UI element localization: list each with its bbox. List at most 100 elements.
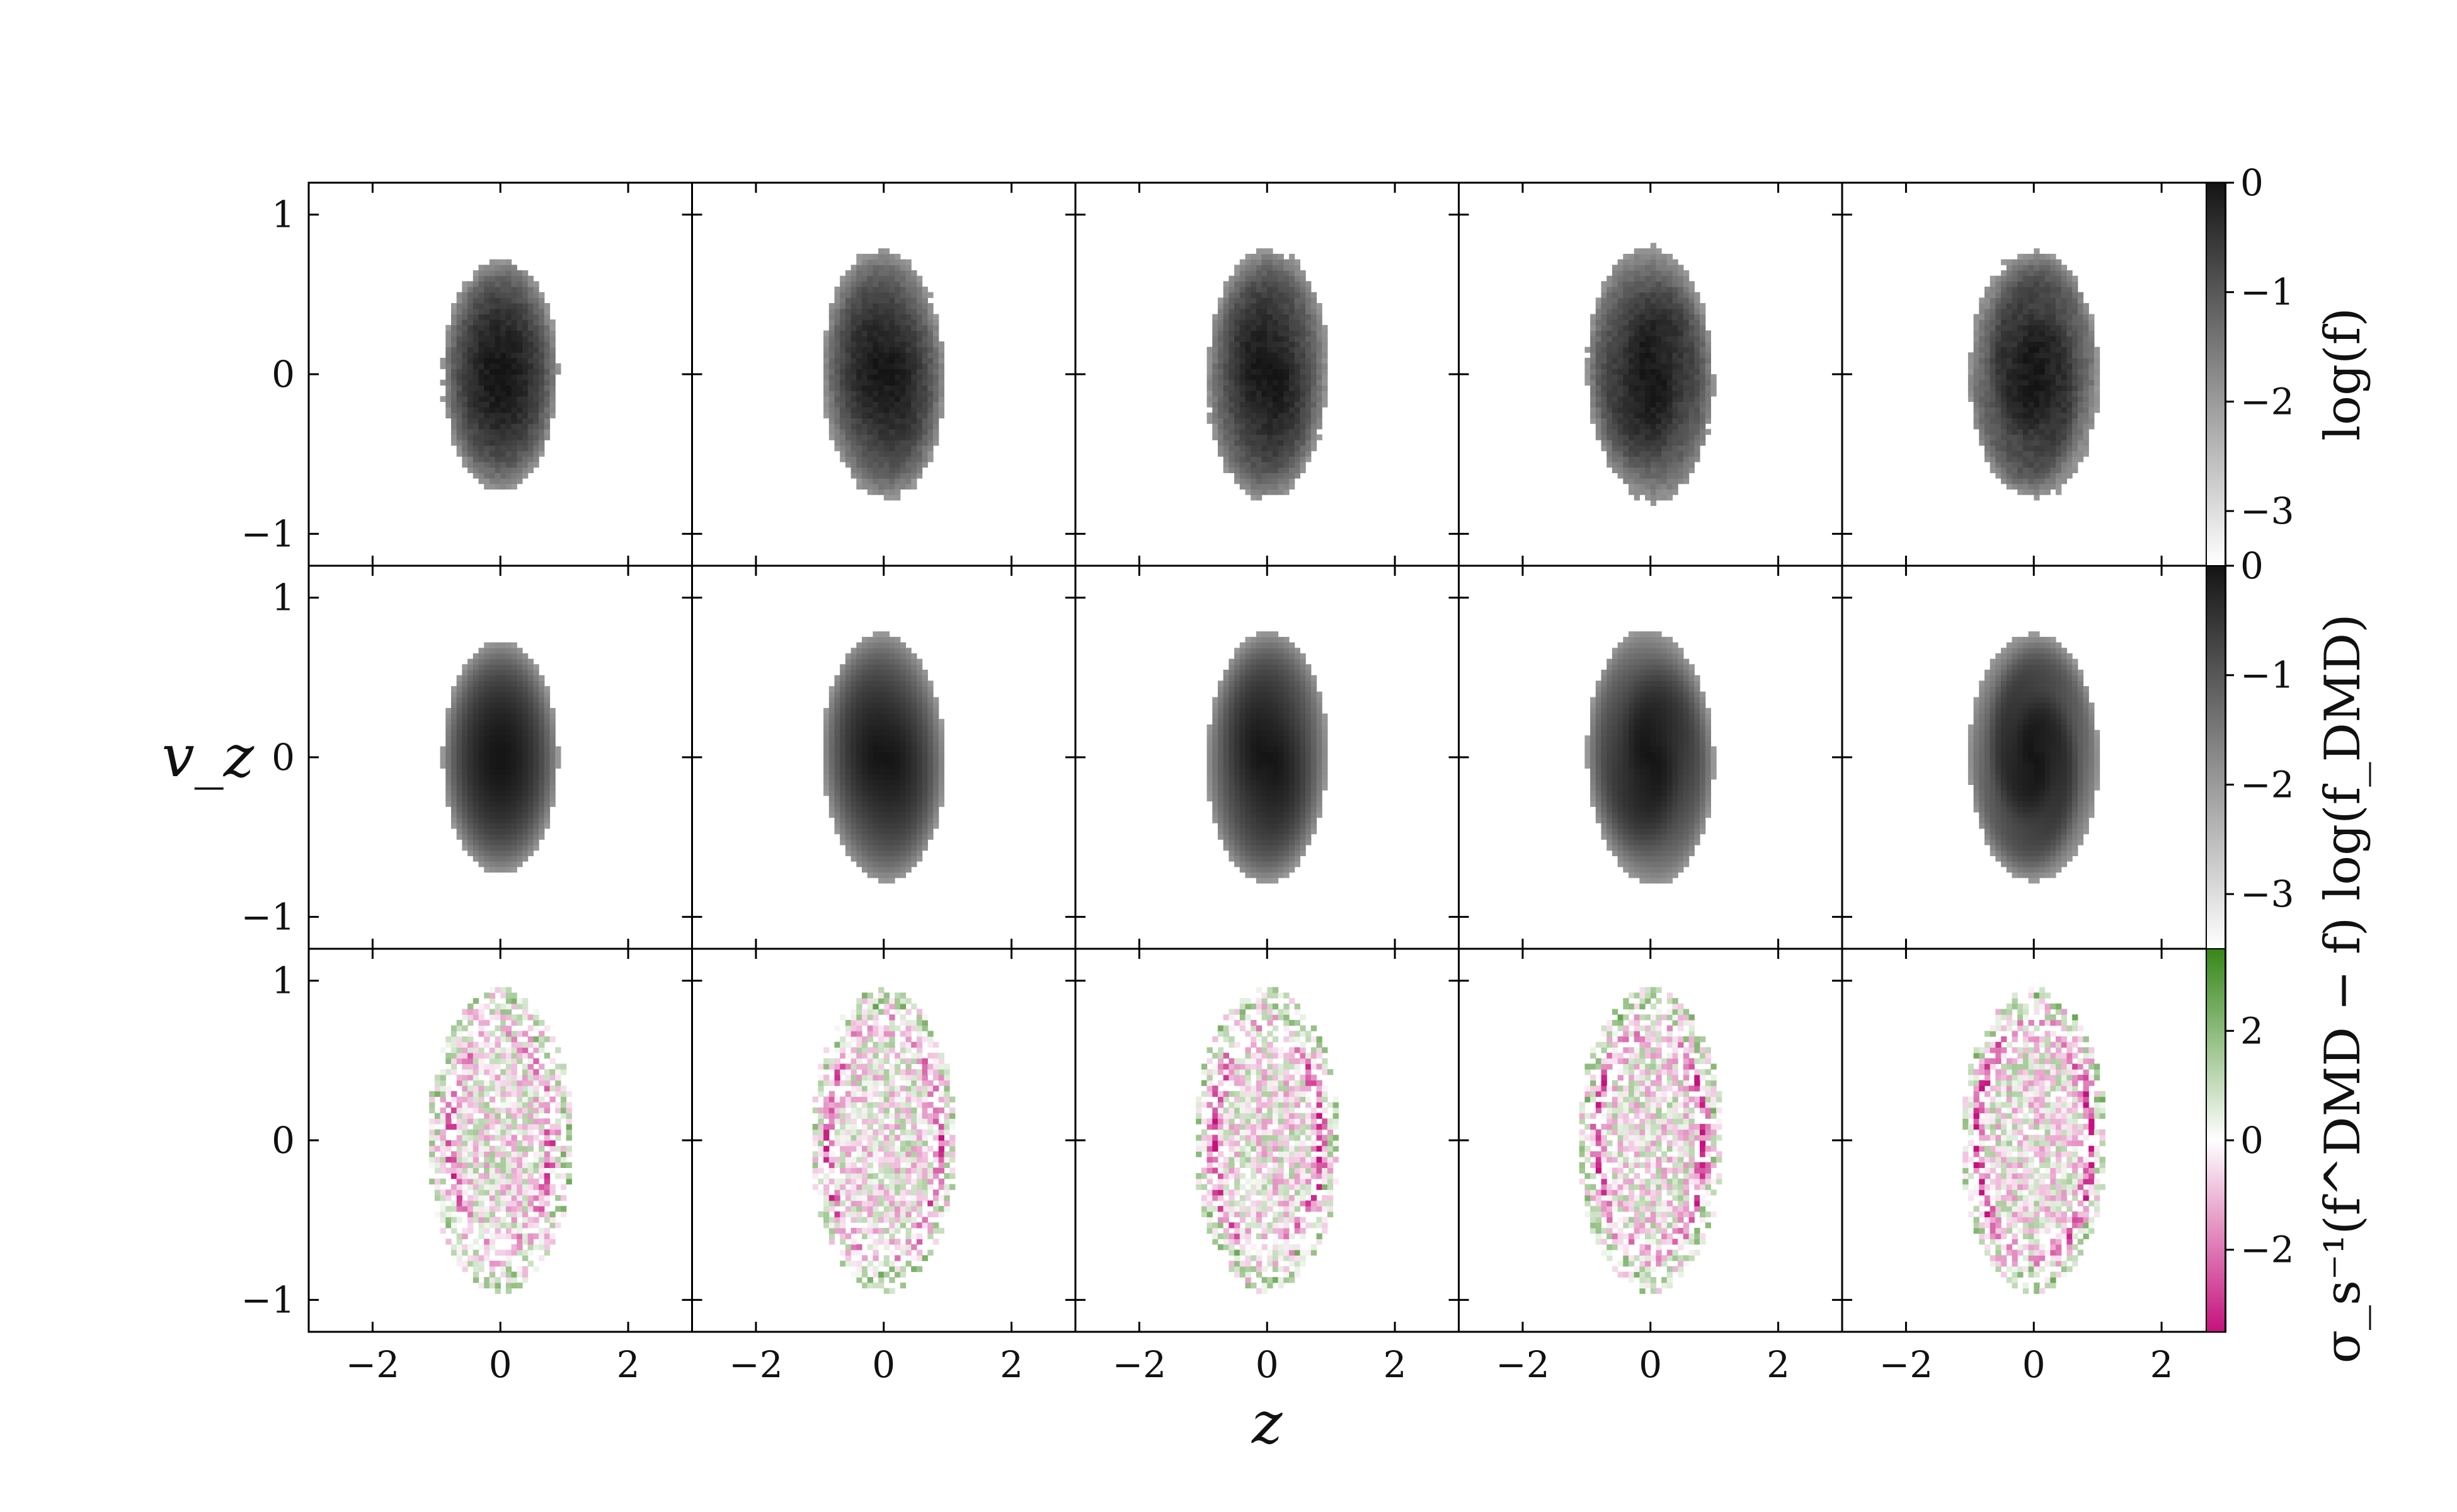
density-cell (1629, 281, 1635, 287)
density-cell (489, 856, 496, 862)
density-cell (467, 768, 474, 774)
density-cell (2006, 483, 2013, 490)
density-cell (2028, 303, 2034, 309)
density-cell (922, 450, 928, 457)
density-cell (500, 336, 507, 342)
density-cell (445, 735, 452, 742)
density-cell (478, 795, 484, 802)
density-cell (1688, 456, 1695, 462)
density-cell (1606, 341, 1613, 348)
density-cell (1278, 456, 1284, 462)
density-cell (873, 483, 879, 490)
density-cell (895, 495, 901, 501)
density-cell (2072, 391, 2078, 397)
density-cell (2012, 391, 2018, 397)
density-cell (2050, 275, 2056, 282)
density-cell (1990, 308, 1996, 315)
density-cell (1228, 275, 1235, 282)
density-cell (1612, 434, 1618, 440)
density-cell (1650, 500, 1657, 507)
density-cell (467, 391, 474, 397)
density-cell (1634, 456, 1640, 462)
density-cell (495, 330, 501, 336)
density-cell (1294, 379, 1300, 386)
density-cell (1289, 401, 1295, 408)
density-cell (2077, 374, 2084, 381)
density-cell (495, 850, 501, 856)
density-cell (1316, 303, 1322, 309)
density-cell (539, 811, 545, 818)
density-cell (1629, 330, 1635, 336)
density-cell (2022, 253, 2029, 260)
density-cell (1694, 440, 1700, 446)
density-cell (1294, 423, 1300, 430)
density-cell (527, 462, 534, 468)
density-cell (1218, 391, 1224, 397)
density-cell (1294, 434, 1300, 440)
density-cell (511, 483, 517, 490)
density-cell (500, 450, 507, 457)
density-cell (462, 418, 468, 424)
density-cell (1629, 314, 1635, 320)
density-cell (456, 823, 462, 829)
density-cell (495, 779, 501, 785)
density-cell (1223, 423, 1229, 430)
density-cell (1694, 297, 1700, 304)
density-cell (500, 653, 507, 660)
density-cell (1601, 374, 1607, 381)
density-cell (834, 385, 840, 391)
density-cell (2017, 297, 2024, 304)
density-cell (1223, 379, 1229, 386)
density-cell (1316, 418, 1322, 424)
density-cell (1678, 418, 1684, 424)
density-cell (1283, 385, 1290, 391)
density-cell (1683, 270, 1690, 277)
density-cell (1289, 319, 1295, 326)
density-cell (1218, 330, 1224, 336)
density-cell (456, 811, 462, 818)
density-cell (489, 462, 496, 468)
density-cell (527, 324, 534, 331)
density-cell (895, 352, 901, 358)
density-cell (489, 434, 496, 440)
density-cell (484, 664, 490, 670)
density-cell (850, 713, 857, 719)
density-cell (505, 658, 512, 665)
density-cell (533, 735, 539, 742)
density-cell (517, 828, 523, 835)
density-cell (1272, 292, 1279, 298)
density-cell (856, 779, 862, 785)
density-cell (440, 357, 446, 364)
density-cell (1206, 357, 1213, 364)
density-cell (845, 308, 852, 315)
density-cell (489, 730, 496, 736)
density-cell (1300, 418, 1306, 424)
density-cell (456, 374, 462, 381)
density-cell (1650, 259, 1657, 265)
density-cell (856, 730, 862, 736)
density-cell (1995, 292, 2002, 298)
density-cell (1294, 374, 1300, 381)
density-cell (1639, 374, 1646, 381)
density-cell (2061, 445, 2067, 452)
density-cell (823, 330, 830, 336)
density-cell (495, 801, 501, 807)
density-cell (1612, 265, 1618, 271)
density-cell (478, 281, 484, 287)
density-cell (500, 412, 507, 419)
density-cell (1634, 401, 1640, 408)
density-cell (1656, 357, 1662, 364)
density-cell (451, 691, 457, 698)
density-cell (1234, 412, 1240, 419)
density-cell (456, 303, 462, 309)
density-cell (2088, 324, 2095, 331)
density-cell (1590, 369, 1596, 375)
density-cell (1294, 324, 1300, 331)
density-cell (522, 440, 529, 446)
density-cell (1967, 396, 1974, 402)
density-cell (445, 795, 452, 802)
density-cell (834, 357, 840, 364)
density-cell (927, 456, 934, 462)
density-cell (1239, 407, 1246, 413)
density-cell (500, 861, 507, 868)
